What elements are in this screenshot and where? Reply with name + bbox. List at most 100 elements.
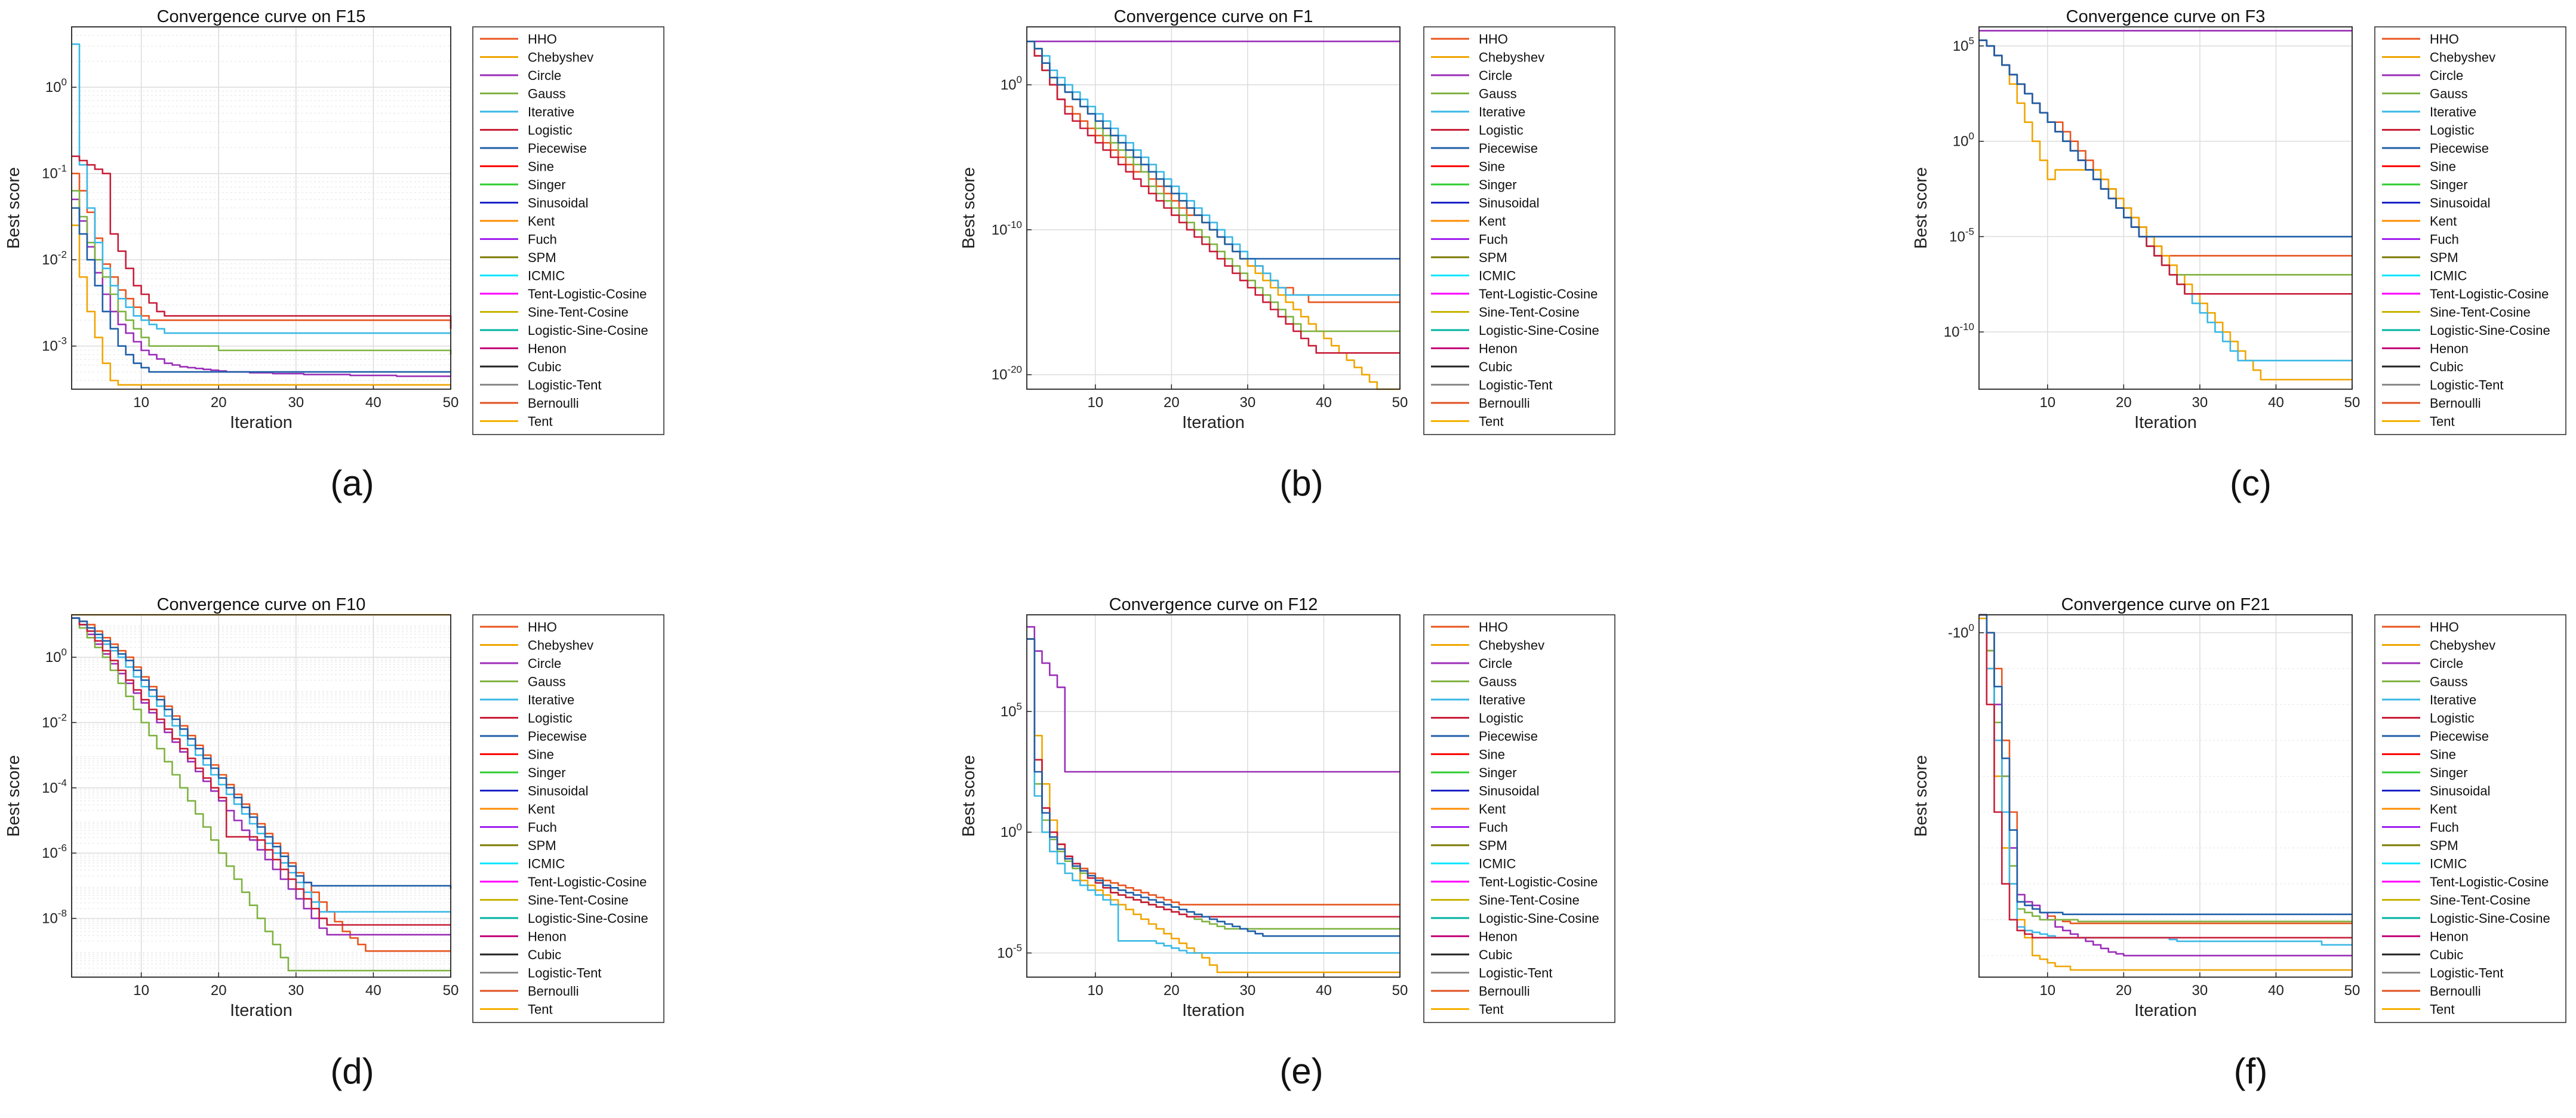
legend-label: Singer (1479, 765, 1517, 780)
legend-box (1423, 26, 1615, 435)
legend-box (472, 614, 664, 1023)
legend-label: Sine-Tent-Cosine (528, 305, 629, 320)
legend-label: Piecewise (1479, 141, 1538, 156)
legend-label: Tent-Logistic-Cosine (2430, 874, 2549, 889)
plot-area (1027, 27, 1400, 389)
legend-label: Piecewise (2430, 141, 2489, 156)
y-tick-label: 10-8 (42, 908, 67, 927)
chart-title: Convergence curve on F1 (1114, 7, 1313, 26)
plot-area (1979, 615, 2352, 977)
legend-box (2374, 26, 2566, 435)
legend-label: Iterative (2430, 692, 2476, 707)
x-tick-label: 10 (133, 395, 149, 411)
legend-label: Logistic-Sine-Cosine (528, 323, 648, 338)
y-tick-label: 10-2 (42, 249, 67, 268)
legend-label: Tent-Logistic-Cosine (528, 287, 647, 301)
series-line (1979, 614, 2352, 957)
legend-label: ICMIC (528, 269, 565, 284)
legend-label: Tent (528, 1002, 553, 1017)
series-line (72, 190, 452, 355)
x-tick-label: 20 (211, 983, 227, 999)
y-tick-label: 10-4 (42, 777, 67, 796)
x-tick-label: 50 (1392, 395, 1408, 411)
legend-label: Cubic (2430, 947, 2463, 962)
legend-label: Singer (528, 765, 566, 780)
legend-box (1423, 614, 1615, 1023)
legend-label: Circle (1479, 68, 1512, 83)
legend-label: Bernoulli (2430, 984, 2481, 999)
series-line (1979, 39, 2352, 238)
x-tick-label: 40 (1316, 983, 1332, 999)
legend-label: Tent (528, 414, 553, 429)
x-tick-label: 30 (288, 395, 304, 411)
legend-label: Chebyshev (528, 50, 593, 65)
legend-label: Gauss (1479, 675, 1517, 689)
legend-label: Sinusoidal (1479, 196, 1540, 211)
series-line (1979, 614, 2352, 916)
legend-label: Cubic (1479, 359, 1512, 374)
series-line (1027, 638, 1400, 954)
legend-label: Tent-Logistic-Cosine (1479, 874, 1598, 889)
legend-label: Gauss (2430, 675, 2468, 689)
y-tick-label: 10-1 (42, 163, 67, 182)
x-axis-label: Iteration (230, 1001, 293, 1020)
panel-label: (d) (330, 1051, 374, 1091)
y-tick-label: 10-10 (992, 219, 1022, 238)
legend-label: Sine-Tent-Cosine (2430, 893, 2531, 908)
legend-label: Fuch (1479, 232, 1508, 247)
legend-label: Fuch (2430, 820, 2459, 835)
legend-label: Kent (1479, 802, 1506, 817)
legend-label: Sinusoidal (2430, 784, 2491, 799)
legend-label: Singer (2430, 177, 2468, 192)
legend-label: Sine (2430, 747, 2456, 762)
y-tick-label: 10-10 (1944, 321, 1974, 340)
legend-label: Fuch (1479, 820, 1508, 835)
y-axis-label: Best score (959, 167, 978, 249)
legend-label: Piecewise (528, 141, 587, 156)
legend-label: Logistic-Tent (528, 966, 602, 981)
legend-label: HHO (2430, 620, 2459, 635)
legend-label: Logistic-Tent (528, 378, 602, 393)
legend-label: Logistic (1479, 711, 1524, 726)
axes-box (1026, 614, 1401, 978)
legend-label: Kent (528, 802, 555, 817)
legend-label: Sine-Tent-Cosine (2430, 305, 2531, 320)
series-line (1979, 39, 2352, 381)
axes-box (71, 26, 451, 390)
chart-title: Convergence curve on F3 (2066, 7, 2266, 26)
legend-label: Henon (1479, 341, 1518, 356)
y-tick-label: 100 (1001, 821, 1022, 840)
legend-label: Henon (2430, 341, 2469, 356)
x-tick-label: 30 (2192, 395, 2208, 411)
axes-box (1978, 614, 2353, 978)
x-tick-label: 50 (2344, 395, 2360, 411)
legend-label: Sine (528, 159, 554, 174)
legend-label: Logistic-Sine-Cosine (528, 911, 648, 926)
legend-label: Sinusoidal (1479, 784, 1540, 799)
x-tick-label: 40 (2268, 395, 2284, 411)
x-tick-label: 50 (443, 983, 459, 999)
legend-label: Logistic-Tent (1479, 966, 1553, 981)
legend-label: Circle (2430, 656, 2463, 671)
legend-label: Singer (2430, 765, 2468, 780)
legend-label: Cubic (528, 359, 561, 374)
legend-label: HHO (528, 32, 557, 47)
legend-label: Tent (2430, 414, 2455, 429)
y-axis-label: Best score (1912, 755, 1931, 837)
legend-box (2374, 614, 2566, 1023)
legend-label: Tent (1479, 1002, 1504, 1017)
y-tick-label: 105 (1001, 701, 1022, 720)
y-axis-label: Best score (1912, 167, 1931, 249)
y-tick-label: 10-2 (42, 712, 67, 731)
legend-label: Circle (2430, 68, 2463, 83)
legend-label: Iterative (1479, 104, 1525, 119)
legend-label: Kent (2430, 214, 2457, 229)
legend-label: Fuch (528, 820, 557, 835)
x-axis-label: Iteration (1182, 413, 1245, 432)
legend-label: ICMIC (1479, 857, 1516, 871)
legend-label: Circle (528, 68, 561, 83)
x-tick-label: 30 (1240, 983, 1256, 999)
x-tick-label: 30 (2192, 983, 2208, 999)
series-line (72, 617, 451, 913)
